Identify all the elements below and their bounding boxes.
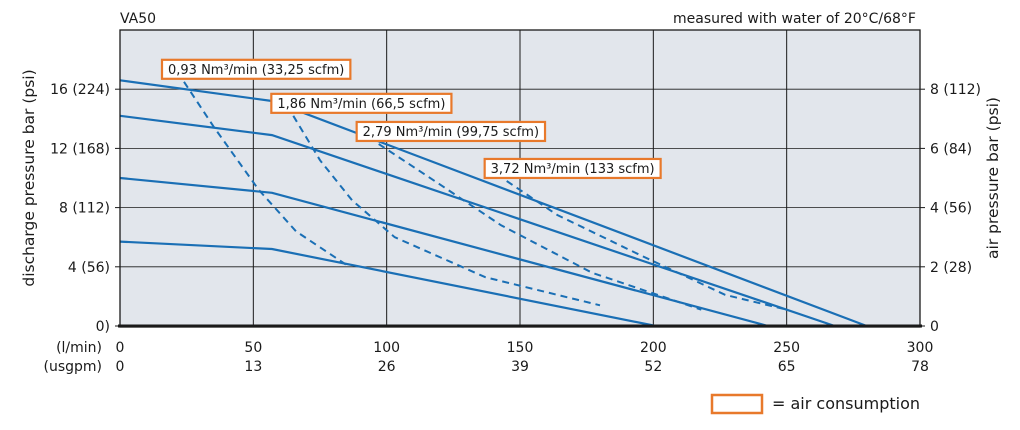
x-tick-label-usgpm: 26 <box>378 359 396 375</box>
performance-line-1 <box>119 240 657 328</box>
x-tick-label-lmin: 300 <box>907 340 934 356</box>
legend-label: = air consumption <box>772 394 920 413</box>
y-right-tick-label: 2 (28) <box>930 260 972 276</box>
air-consumption-line-2 <box>292 115 601 307</box>
x-tick-label-lmin: 200 <box>640 340 667 356</box>
x-tick-label-lmin: 100 <box>373 340 400 356</box>
performance-line-2 <box>119 176 769 328</box>
x-tick-label-usgpm: 39 <box>511 359 529 375</box>
x-tick-label-usgpm: 13 <box>244 359 262 375</box>
chart-title: VA50 <box>120 11 156 27</box>
air-consumption-label-box-1 <box>160 58 352 80</box>
y-axis-left-label: discharge pressure bar (psi) <box>20 69 38 286</box>
x-tick-label-usgpm: 65 <box>778 359 796 375</box>
x-tick-label-usgpm: 0 <box>116 359 125 375</box>
air-consumption-line-3 <box>378 143 702 311</box>
x-unit-usgpm: (usgpm) <box>43 359 102 375</box>
y-left-tick-label: 16 (224) <box>50 82 110 98</box>
x-tick-label-lmin: 250 <box>773 340 800 356</box>
air-consumption-label-1: 0,93 Nm³/min (33,25 scfm) <box>168 63 344 78</box>
y-left-tick-label: 0) <box>96 319 110 335</box>
x-tick-label-usgpm: 78 <box>911 359 929 375</box>
x-tick-label-lmin: 50 <box>244 340 262 356</box>
y-right-tick-label: 0 <box>930 319 939 335</box>
air-consumption-line-1 <box>183 81 350 268</box>
air-consumption-label-box-2 <box>270 92 453 114</box>
chart-subtitle: measured with water of 20°C/68°F <box>673 11 916 27</box>
y-right-tick-label: 6 (84) <box>930 141 972 157</box>
y-left-tick-label: 4 (56) <box>68 260 110 276</box>
x-unit-lmin: (l/min) <box>56 340 102 356</box>
y-left-tick-label: 12 (168) <box>50 141 110 157</box>
axes: 0) 4 (56) 8 (112) 12 (168) 16 (224) 0 2 (28) 4 … <box>50 82 981 375</box>
air-consumption-label-box-4 <box>483 157 662 180</box>
air-consumption-label-3: 2,79 Nm³/min (99,75 scfm) <box>363 125 539 140</box>
y-right-tick-label: 4 (56) <box>930 201 972 217</box>
x-tick-label-lmin: 0 <box>116 340 125 356</box>
air-consumption-label-4: 3,72 Nm³/min (133 scfm) <box>491 162 655 177</box>
air-consumption-label-box-3 <box>355 120 547 143</box>
x-tick-label-usgpm: 52 <box>644 359 662 375</box>
performance-line-3 <box>119 114 836 328</box>
data-lines <box>119 79 868 328</box>
y-right-tick-label: 8 (112) <box>930 82 981 98</box>
air-consumption-line-4 <box>506 180 787 311</box>
y-axis-right-label: air pressure bar (psi) <box>984 97 1002 259</box>
annotations: 0,93 Nm³/min (33,25 scfm) 1,86 Nm³/min (6… <box>160 58 662 180</box>
y-left-tick-label: 8 (112) <box>59 201 110 217</box>
legend-swatch <box>710 393 764 415</box>
x-tick-label-lmin: 150 <box>507 340 534 356</box>
air-consumption-label-2: 1,86 Nm³/min (66,5 scfm) <box>277 97 445 112</box>
